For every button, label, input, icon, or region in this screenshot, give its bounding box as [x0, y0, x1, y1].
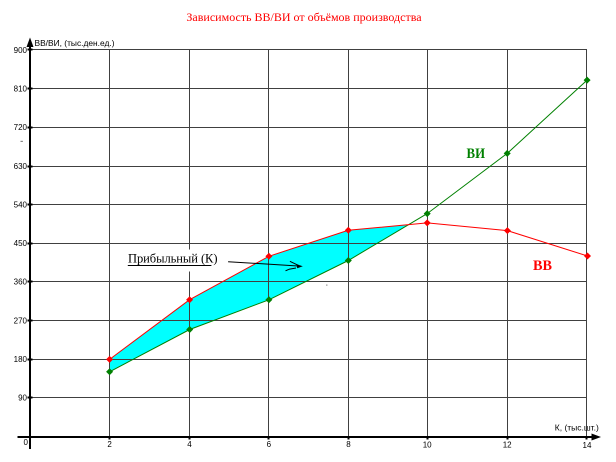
svg-text:10: 10: [423, 440, 432, 449]
svg-text:270: 270: [14, 316, 28, 325]
svg-text:12: 12: [503, 440, 512, 449]
svg-text:0: 0: [24, 438, 29, 447]
svg-text:450: 450: [14, 239, 28, 248]
svg-text:14: 14: [583, 441, 592, 450]
svg-text:6: 6: [267, 440, 272, 449]
svg-text:8: 8: [346, 440, 351, 449]
svg-text:Прибыльный (К): Прибыльный (К): [128, 251, 218, 265]
svg-text:630: 630: [14, 162, 28, 171]
svg-text:К, (тыс.шт.): К, (тыс.шт.): [555, 423, 599, 433]
svg-text:810: 810: [14, 84, 28, 93]
svg-text:4: 4: [187, 440, 192, 449]
svg-text:ВВ: ВВ: [533, 258, 552, 274]
svg-text:ВВ/ВИ, (тыс.ден.ед.): ВВ/ВИ, (тыс.ден.ед.): [35, 38, 115, 48]
svg-text:900: 900: [14, 46, 28, 55]
svg-text:Зависимость ВВ/ВИ от объёмов п: Зависимость ВВ/ВИ от объёмов производств…: [186, 10, 422, 24]
svg-text:360: 360: [14, 278, 28, 287]
svg-text:540: 540: [14, 200, 28, 209]
svg-text:720: 720: [14, 123, 28, 132]
svg-text:2: 2: [107, 440, 112, 449]
svg-text:90: 90: [18, 394, 27, 403]
svg-text:180: 180: [14, 355, 28, 364]
svg-text:ВИ: ВИ: [467, 146, 486, 162]
